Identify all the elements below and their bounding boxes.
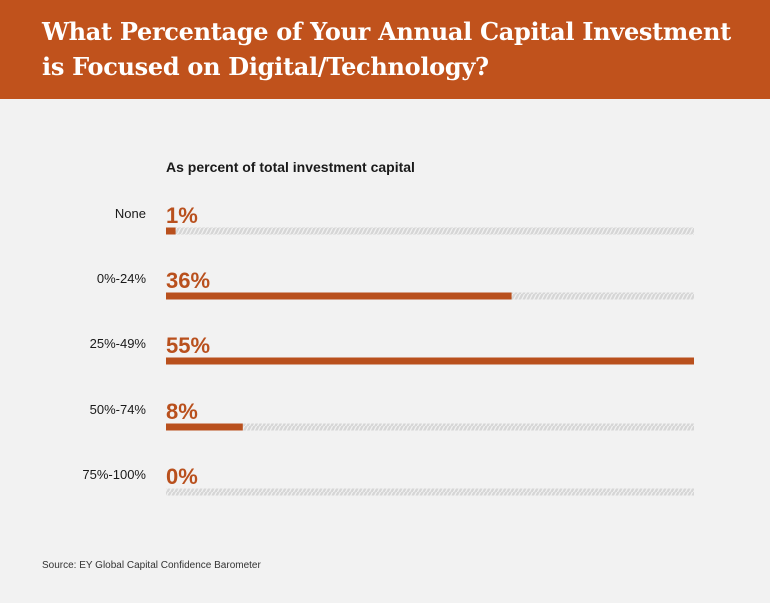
- value-label: 1%: [166, 203, 198, 228]
- category-label: 25%-49%: [90, 336, 147, 351]
- category-label: 50%-74%: [90, 402, 147, 417]
- header-banner: What Percentage of Your Annual Capital I…: [0, 0, 770, 99]
- chart-title-line-1: What Percentage of Your Annual Capital I…: [42, 17, 731, 46]
- chart-title-line-2: is Focused on Digital/Technology?: [42, 52, 489, 81]
- value-label: 55%: [166, 333, 210, 358]
- value-label: 8%: [166, 399, 198, 424]
- bar: [166, 357, 694, 365]
- bar-track: [166, 227, 694, 235]
- bar: [166, 227, 176, 235]
- chart-subtitle: As percent of total investment capital: [166, 159, 415, 175]
- category-label: None: [115, 206, 146, 221]
- category-label: 0%-24%: [97, 271, 147, 286]
- bar-track: [166, 423, 694, 431]
- source-note: Source: EY Global Capital Confidence Bar…: [42, 560, 261, 571]
- bar: [166, 423, 243, 431]
- category-label: 75%-100%: [82, 467, 146, 482]
- value-label: 36%: [166, 268, 210, 293]
- bar-track: [166, 488, 694, 496]
- bar: [166, 292, 512, 300]
- value-label: 0%: [166, 464, 198, 489]
